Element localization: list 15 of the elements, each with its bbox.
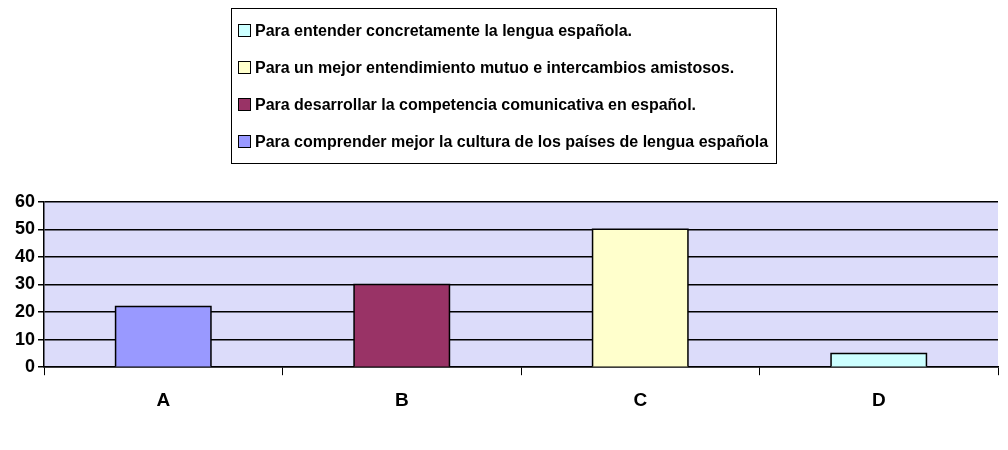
legend-label: Para un mejor entendimiento mutuo e intercambios amistosos. bbox=[254, 58, 735, 77]
x-tick-label: B bbox=[394, 388, 409, 410]
x-tick-label: A bbox=[156, 388, 171, 410]
legend-label: Para desarrollar la competencia comunicativa en español. bbox=[254, 95, 697, 114]
y-tick-label: 60 bbox=[14, 190, 36, 211]
y-tick-label: 10 bbox=[14, 328, 36, 349]
x-tick-label: C bbox=[633, 388, 648, 410]
y-tick-label: 40 bbox=[14, 245, 36, 266]
y-tick-label: 30 bbox=[14, 273, 36, 294]
y-tick-label: 50 bbox=[14, 218, 36, 239]
legend-label: Para entender concretamente la lengua española. bbox=[254, 21, 632, 40]
legend-label: Para comprender mejor la cultura de los países de lengua española bbox=[254, 132, 769, 151]
y-tick-label: 0 bbox=[25, 356, 36, 377]
x-tick-label: D bbox=[871, 388, 886, 410]
y-tick-label: 20 bbox=[14, 301, 36, 322]
